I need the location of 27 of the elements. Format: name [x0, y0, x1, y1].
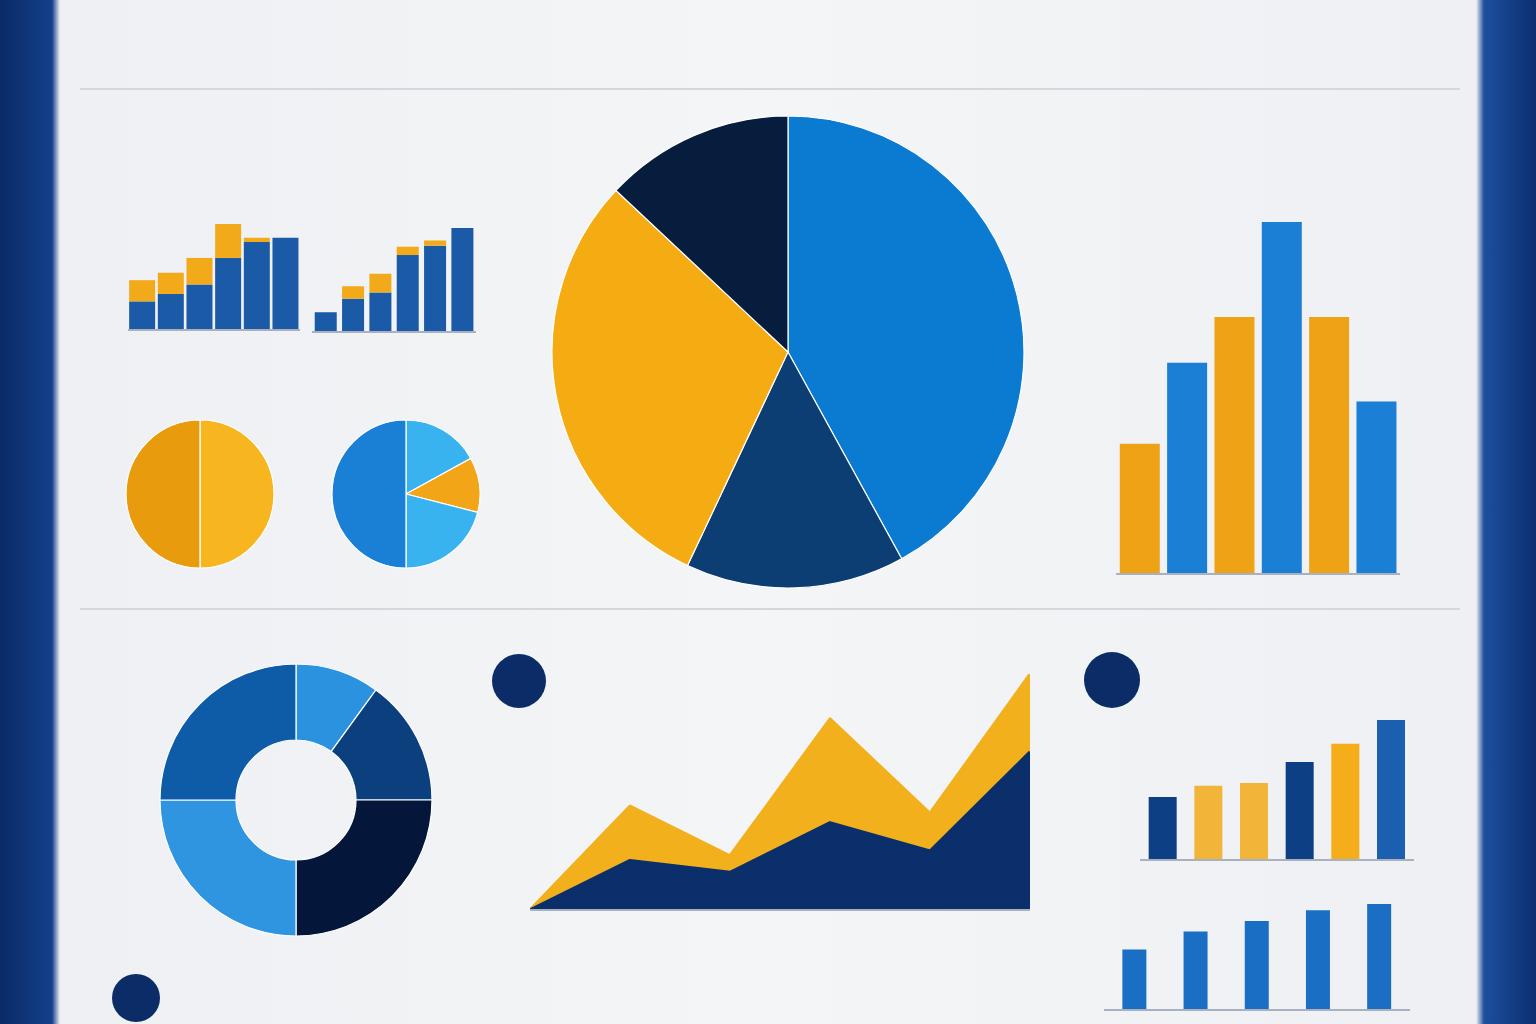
bar — [451, 228, 474, 332]
bar — [424, 240, 447, 246]
bar — [1167, 362, 1208, 574]
bar — [1148, 797, 1177, 860]
bar — [369, 292, 392, 332]
bar — [1285, 762, 1314, 860]
bar — [1194, 785, 1223, 860]
bar — [342, 298, 365, 332]
bar — [342, 286, 365, 299]
bar — [1214, 317, 1255, 574]
bar — [1367, 904, 1392, 1010]
bar — [424, 245, 447, 332]
bar — [1119, 443, 1160, 574]
bar — [1183, 931, 1208, 1010]
bar — [396, 246, 419, 256]
bar — [369, 273, 392, 293]
bar — [314, 312, 337, 332]
bar — [396, 255, 419, 332]
bar — [1122, 949, 1147, 1010]
bar — [1377, 720, 1406, 860]
bar — [1261, 222, 1302, 574]
bar — [1244, 920, 1269, 1010]
bar — [1240, 783, 1269, 860]
bar — [1356, 401, 1397, 574]
bar — [1305, 910, 1330, 1010]
bar — [1309, 317, 1350, 574]
bar — [1331, 743, 1360, 860]
